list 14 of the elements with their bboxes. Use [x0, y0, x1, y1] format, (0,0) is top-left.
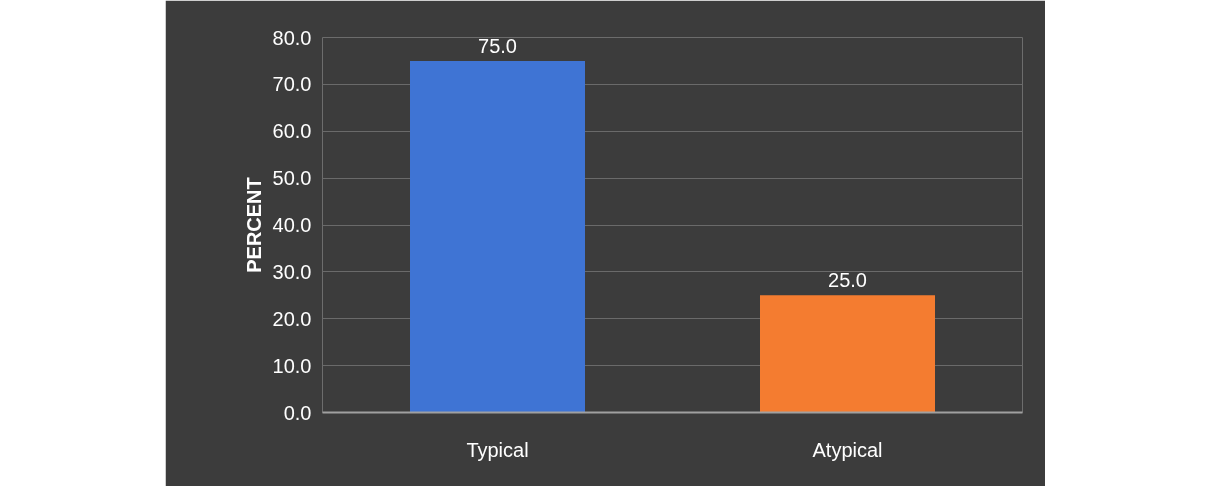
- y-axis-title: PERCENT: [242, 177, 265, 273]
- y-tick-label: 10.0: [272, 354, 312, 377]
- data-label: 25.0: [828, 269, 867, 292]
- y-tick-label: 60.0: [272, 120, 312, 143]
- y-tick-label: 70.0: [272, 73, 312, 96]
- y-tick-label: 40.0: [272, 214, 312, 236]
- y-tick-label: 0.0: [283, 401, 312, 424]
- y-tick-label: 50.0: [272, 167, 312, 190]
- x-tick-label: Typical: [466, 438, 529, 461]
- y-tick-label: 30.0: [272, 260, 312, 283]
- data-label: 75.0: [478, 34, 517, 57]
- y-tick-label: 20.0: [272, 307, 312, 330]
- y-tick-label: 80.0: [272, 26, 312, 49]
- x-tick-label: Atypical: [812, 438, 883, 461]
